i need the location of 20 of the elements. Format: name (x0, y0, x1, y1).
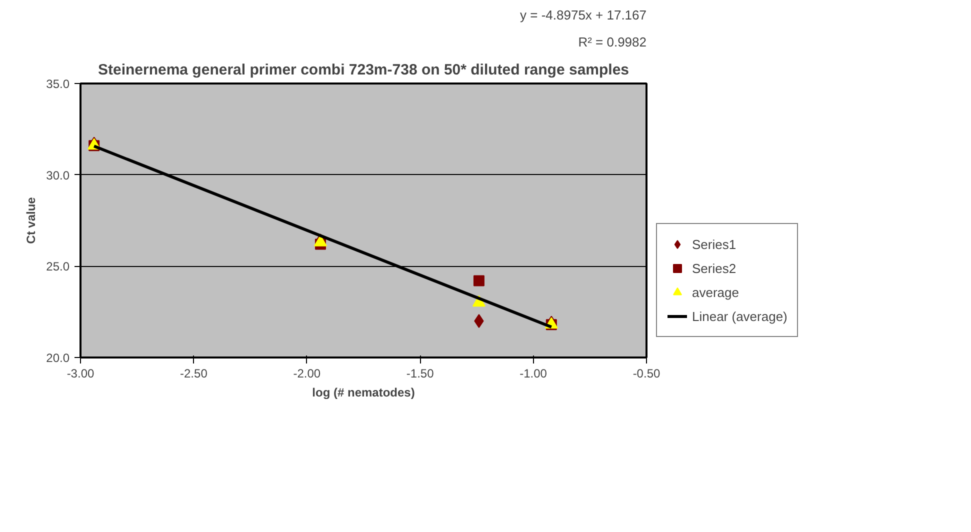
x-axis-title: log (# nematodes) (312, 386, 415, 400)
y-tick-label: 25.0 (46, 260, 70, 274)
legend-label: average (692, 284, 739, 300)
legend-label: Series1 (692, 236, 736, 252)
legend-label: Linear (average) (692, 308, 788, 324)
y-axis-title: Ct value (24, 196, 38, 244)
y-tick-label: 30.0 (46, 168, 70, 182)
y-tick-label: 20.0 (46, 351, 70, 365)
x-tick-label: -2.50 (180, 366, 208, 380)
chart-title: Steinernema general primer combi 723m-738 on 50* diluted range samples (98, 62, 630, 78)
legend-label: Series2 (692, 260, 736, 276)
x-tick-label: -1.50 (406, 366, 434, 380)
x-tick-label: -0.50 (632, 366, 660, 380)
text: y = -4.8975x + 17.167 (520, 8, 646, 22)
point (473, 275, 484, 286)
text: R² = 0.9982 (578, 34, 646, 50)
x-tick-label: -2.00 (293, 366, 321, 380)
x-tick-label: -1.00 (520, 366, 548, 380)
x-tick-label: -3.00 (66, 366, 94, 380)
y-tick-label: 35.0 (46, 77, 70, 91)
